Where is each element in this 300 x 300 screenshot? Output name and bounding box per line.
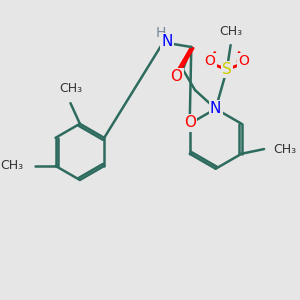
Text: H: H bbox=[155, 26, 166, 40]
Text: N: N bbox=[161, 34, 172, 49]
Text: N: N bbox=[210, 101, 221, 116]
Text: S: S bbox=[222, 62, 232, 77]
Text: O: O bbox=[205, 54, 215, 68]
Text: CH₃: CH₃ bbox=[219, 25, 242, 38]
Text: O: O bbox=[238, 54, 249, 68]
Text: O: O bbox=[170, 70, 182, 85]
Text: O: O bbox=[184, 115, 196, 130]
Text: CH₃: CH₃ bbox=[273, 142, 296, 156]
Text: CH₃: CH₃ bbox=[59, 82, 82, 95]
Text: CH₃: CH₃ bbox=[1, 159, 24, 172]
